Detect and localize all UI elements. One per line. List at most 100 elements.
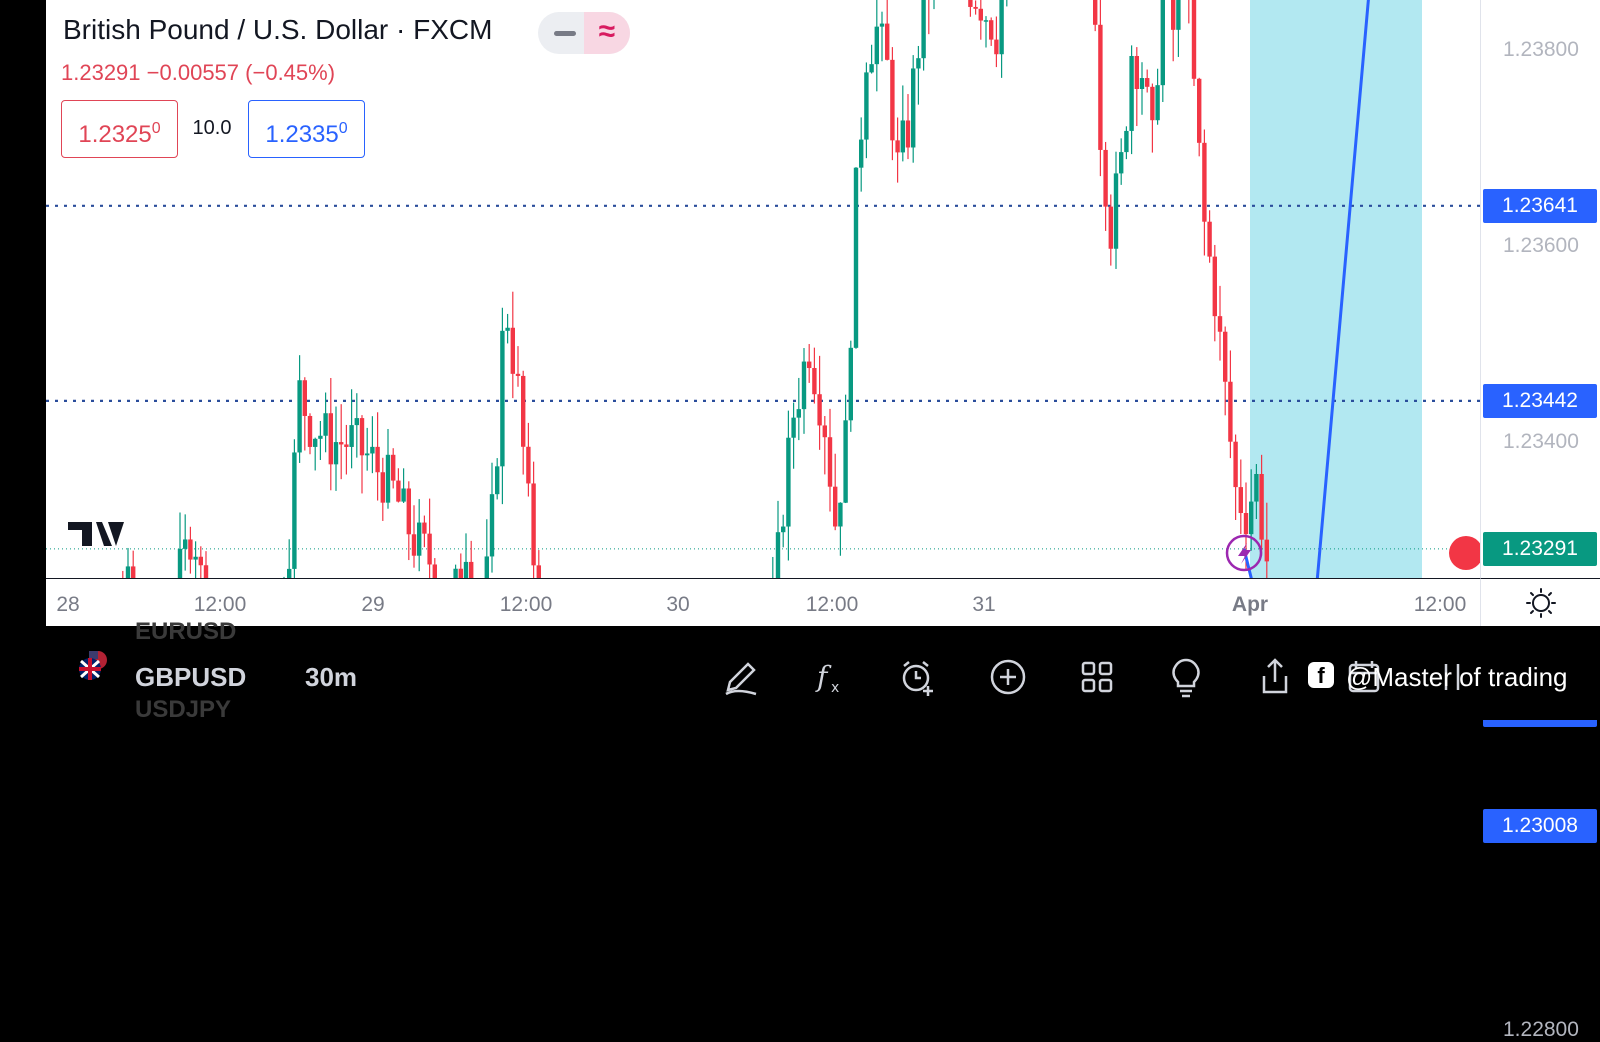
candle-body bbox=[900, 120, 905, 153]
sell-price: 1.2325 bbox=[78, 121, 152, 148]
candle-body bbox=[287, 568, 292, 578]
candle-body bbox=[370, 446, 375, 454]
symbol-selector[interactable]: GBPUSD bbox=[135, 662, 247, 692]
candle-body bbox=[801, 361, 807, 410]
candle-body bbox=[453, 568, 458, 578]
candle-body bbox=[1176, 0, 1181, 30]
candle-body bbox=[188, 539, 193, 560]
projection-arrow bbox=[1242, 0, 1370, 578]
candle-body bbox=[1108, 206, 1113, 249]
candle-body bbox=[349, 425, 354, 447]
share-icon[interactable] bbox=[1250, 652, 1300, 702]
time-tick-label: 30 bbox=[666, 593, 690, 616]
alert-clock-icon[interactable] bbox=[894, 652, 944, 702]
chart-settings[interactable] bbox=[1480, 578, 1600, 627]
candle-body bbox=[796, 409, 801, 418]
indicators-icon[interactable]: f x bbox=[805, 652, 855, 702]
candle-body bbox=[1233, 441, 1238, 488]
buy-price-sup: 0 bbox=[338, 120, 348, 137]
candle-body bbox=[515, 373, 521, 376]
candle-body bbox=[417, 522, 422, 556]
facebook-icon: f bbox=[1308, 662, 1334, 688]
candle-body bbox=[385, 454, 391, 503]
candle-body bbox=[911, 68, 916, 148]
candle-body bbox=[131, 566, 136, 578]
candle-body bbox=[505, 327, 510, 331]
pencil-icon[interactable] bbox=[716, 652, 766, 702]
candle-body bbox=[307, 415, 313, 447]
layout-grid-icon[interactable] bbox=[1072, 652, 1122, 702]
candle-body bbox=[458, 568, 463, 578]
uk-us-flag-icon bbox=[79, 651, 107, 680]
calendar-icon[interactable] bbox=[1339, 652, 1389, 702]
candle-body bbox=[344, 444, 349, 447]
price-tick-label: 1.22800 bbox=[1503, 1018, 1579, 1041]
candle-body bbox=[432, 564, 437, 578]
price-tick-label: 1.23600 bbox=[1503, 234, 1579, 257]
candle-body bbox=[1171, 0, 1176, 30]
price-change: −0.00557 bbox=[146, 60, 240, 85]
sell-price-sup: 0 bbox=[151, 120, 161, 137]
wave-icon[interactable]: ≈ bbox=[584, 12, 630, 54]
candle-body bbox=[313, 438, 318, 447]
replay-icon[interactable] bbox=[1428, 652, 1478, 702]
time-tick-label: Apr bbox=[1231, 593, 1269, 616]
candle-body bbox=[1254, 474, 1259, 502]
sell-button[interactable]: 1.23250 bbox=[61, 100, 178, 158]
time-tick-label: 12:00 bbox=[499, 593, 553, 616]
symbol-list-previous[interactable]: EURUSD bbox=[135, 618, 237, 645]
candle-body bbox=[791, 417, 796, 438]
candle-body bbox=[406, 488, 411, 535]
symbol-list-next[interactable]: USDJPY bbox=[135, 696, 232, 723]
minus-icon[interactable] bbox=[554, 31, 576, 36]
candle-body bbox=[973, 6, 978, 9]
candle-body bbox=[469, 561, 474, 578]
sun-icon[interactable] bbox=[1481, 579, 1600, 627]
add-circle-icon[interactable] bbox=[983, 652, 1033, 702]
candle-body bbox=[989, 20, 994, 40]
candle-body bbox=[489, 494, 495, 557]
candle-body bbox=[817, 394, 822, 426]
price-tick-label: 1.23400 bbox=[1503, 430, 1579, 453]
candle-body bbox=[380, 472, 385, 503]
time-tick-label: 31 bbox=[972, 593, 996, 616]
price-chart[interactable] bbox=[46, 0, 1480, 578]
order-quantity[interactable]: 10.0 bbox=[192, 117, 232, 139]
chart-style-toggle[interactable]: ≈ bbox=[538, 12, 630, 54]
candle-body bbox=[463, 561, 469, 578]
candle-body bbox=[339, 442, 344, 445]
candle-body bbox=[125, 566, 131, 578]
candle-body bbox=[999, 0, 1004, 55]
candle-body bbox=[521, 375, 526, 447]
target-zone bbox=[1250, 0, 1422, 578]
quote-line: 1.23291 −0.00557 (−0.45%) bbox=[61, 60, 335, 86]
candle-body bbox=[1134, 55, 1139, 89]
lightbulb-icon[interactable] bbox=[1161, 652, 1211, 702]
candle-body bbox=[1098, 24, 1103, 150]
candle-body bbox=[905, 120, 911, 148]
interval-selector[interactable]: 30m bbox=[305, 662, 358, 692]
candle-body bbox=[1129, 55, 1134, 131]
watermark: @Master of trading bbox=[1310, 662, 1567, 693]
svg-text:x: x bbox=[831, 680, 839, 696]
candle-body bbox=[895, 140, 900, 153]
last-price: 1.23291 bbox=[61, 60, 141, 85]
buy-button[interactable]: 1.23350 bbox=[248, 100, 365, 158]
time-tick-label: 12:00 bbox=[805, 593, 859, 616]
candle-body bbox=[333, 442, 339, 465]
candle-body bbox=[994, 39, 999, 55]
candle-body bbox=[427, 533, 432, 565]
chart-panel[interactable] bbox=[46, 0, 1480, 626]
candle-body bbox=[359, 418, 365, 456]
candle-body bbox=[1145, 78, 1150, 87]
candle-body bbox=[365, 453, 370, 456]
price-axis[interactable]: 1.244001.242001.240001.238001.236001.234… bbox=[1480, 0, 1600, 1041]
candle-body bbox=[1197, 78, 1202, 143]
level-price-tag: 1.23008 bbox=[1483, 809, 1597, 844]
buy-price: 1.2335 bbox=[265, 121, 339, 148]
candle-body bbox=[193, 556, 198, 560]
candle-body bbox=[853, 167, 859, 348]
price-change-pct: (−0.45%) bbox=[245, 60, 336, 85]
time-axis[interactable]: 28 12:00 29 12:00 30 12:00 31 Apr 12:00 bbox=[46, 578, 1480, 627]
candle-body bbox=[396, 480, 401, 502]
